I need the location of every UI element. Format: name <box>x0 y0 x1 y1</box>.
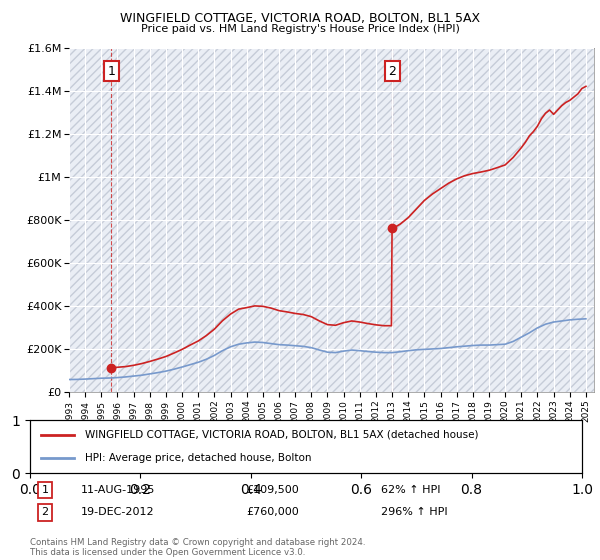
Text: HPI: Average price, detached house, Bolton: HPI: Average price, detached house, Bolt… <box>85 453 312 463</box>
Text: 11-AUG-1995: 11-AUG-1995 <box>81 485 155 495</box>
Text: 1: 1 <box>41 485 49 495</box>
Text: £109,500: £109,500 <box>246 485 299 495</box>
Text: 62% ↑ HPI: 62% ↑ HPI <box>381 485 440 495</box>
Text: WINGFIELD COTTAGE, VICTORIA ROAD, BOLTON, BL1 5AX (detached house): WINGFIELD COTTAGE, VICTORIA ROAD, BOLTON… <box>85 430 479 440</box>
Text: £760,000: £760,000 <box>246 507 299 517</box>
Text: Contains HM Land Registry data © Crown copyright and database right 2024.
This d: Contains HM Land Registry data © Crown c… <box>30 538 365 557</box>
Text: 19-DEC-2012: 19-DEC-2012 <box>81 507 155 517</box>
Text: 2: 2 <box>388 65 396 78</box>
Text: 1: 1 <box>107 65 115 78</box>
Text: Price paid vs. HM Land Registry's House Price Index (HPI): Price paid vs. HM Land Registry's House … <box>140 24 460 34</box>
Text: 2: 2 <box>41 507 49 517</box>
Text: WINGFIELD COTTAGE, VICTORIA ROAD, BOLTON, BL1 5AX: WINGFIELD COTTAGE, VICTORIA ROAD, BOLTON… <box>120 12 480 25</box>
Text: 296% ↑ HPI: 296% ↑ HPI <box>381 507 448 517</box>
